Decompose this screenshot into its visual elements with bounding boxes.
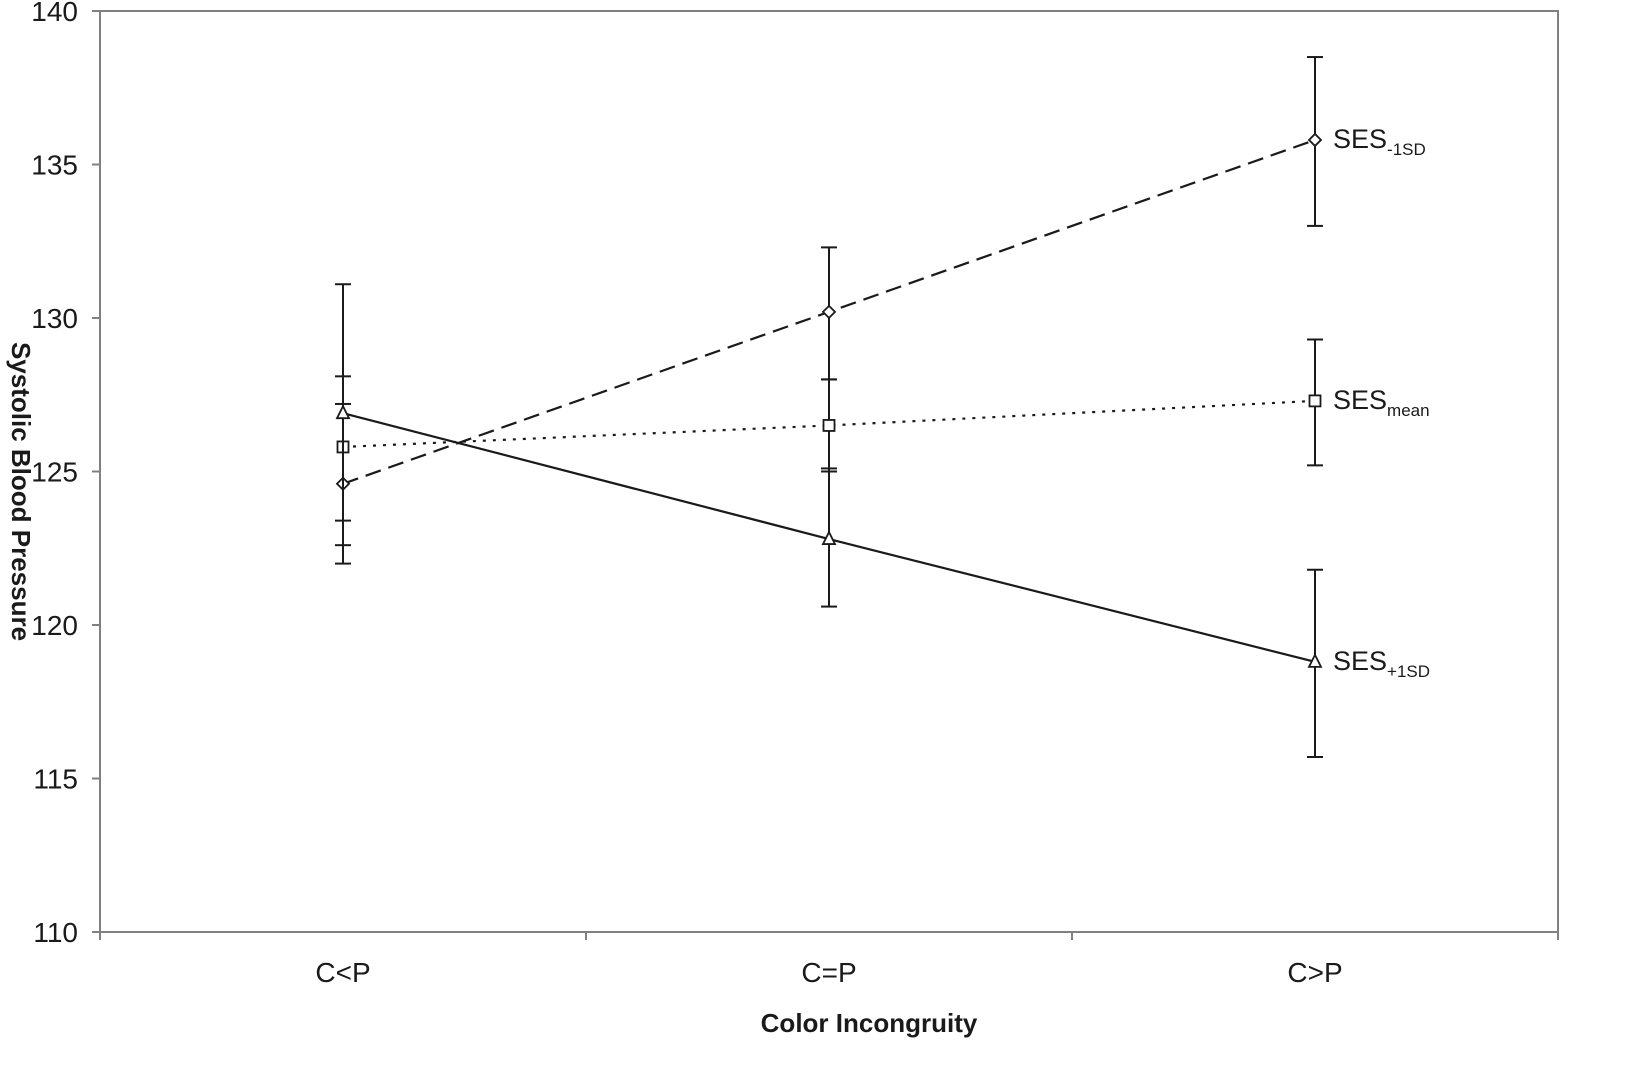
series-diamond: SES-1SD [335,56,1426,565]
series-square: SESmean [335,338,1430,522]
x-axis-ticks: C<P C=P C>P [99,932,1559,988]
series-label-main: SES [1333,646,1387,676]
y-tick-label: 125 [31,457,78,488]
data-point [335,404,351,420]
y-axis-ticks: 110 115 120 125 130 135 140 [31,0,100,948]
y-tick-label: 140 [31,0,78,27]
data-point [821,530,837,545]
series-label-main: SES [1333,124,1387,154]
data-point [1307,132,1323,148]
x-tick-label: C>P [1287,957,1342,988]
series-label: SES+1SD [1333,646,1430,681]
series-label-main: SES [1333,385,1387,415]
data-point [1307,652,1323,668]
data-point [822,419,836,432]
data-point [1308,394,1322,408]
series-line [342,399,1316,449]
series-label-subscript: +1SD [1387,662,1430,681]
data-point [821,304,837,320]
x-tick-label: C=P [801,957,856,988]
series-label: SESmean [1333,385,1430,420]
series-label: SES-1SD [1333,124,1426,159]
series-triangle: SES+1SD [335,283,1430,759]
x-tick-label: C<P [315,957,370,988]
x-axis-title: Color Incongruity [761,1008,978,1038]
series-label-subscript: mean [1387,401,1430,420]
y-tick-label: 115 [33,764,78,795]
y-tick-label: 120 [31,610,78,641]
y-tick-label: 135 [31,150,78,181]
y-axis-title: Systolic Blood Pressure [6,342,36,641]
series-label-subscript: -1SD [1387,140,1426,159]
y-tick-label: 130 [31,303,78,334]
y-tick-label: 110 [33,917,78,948]
